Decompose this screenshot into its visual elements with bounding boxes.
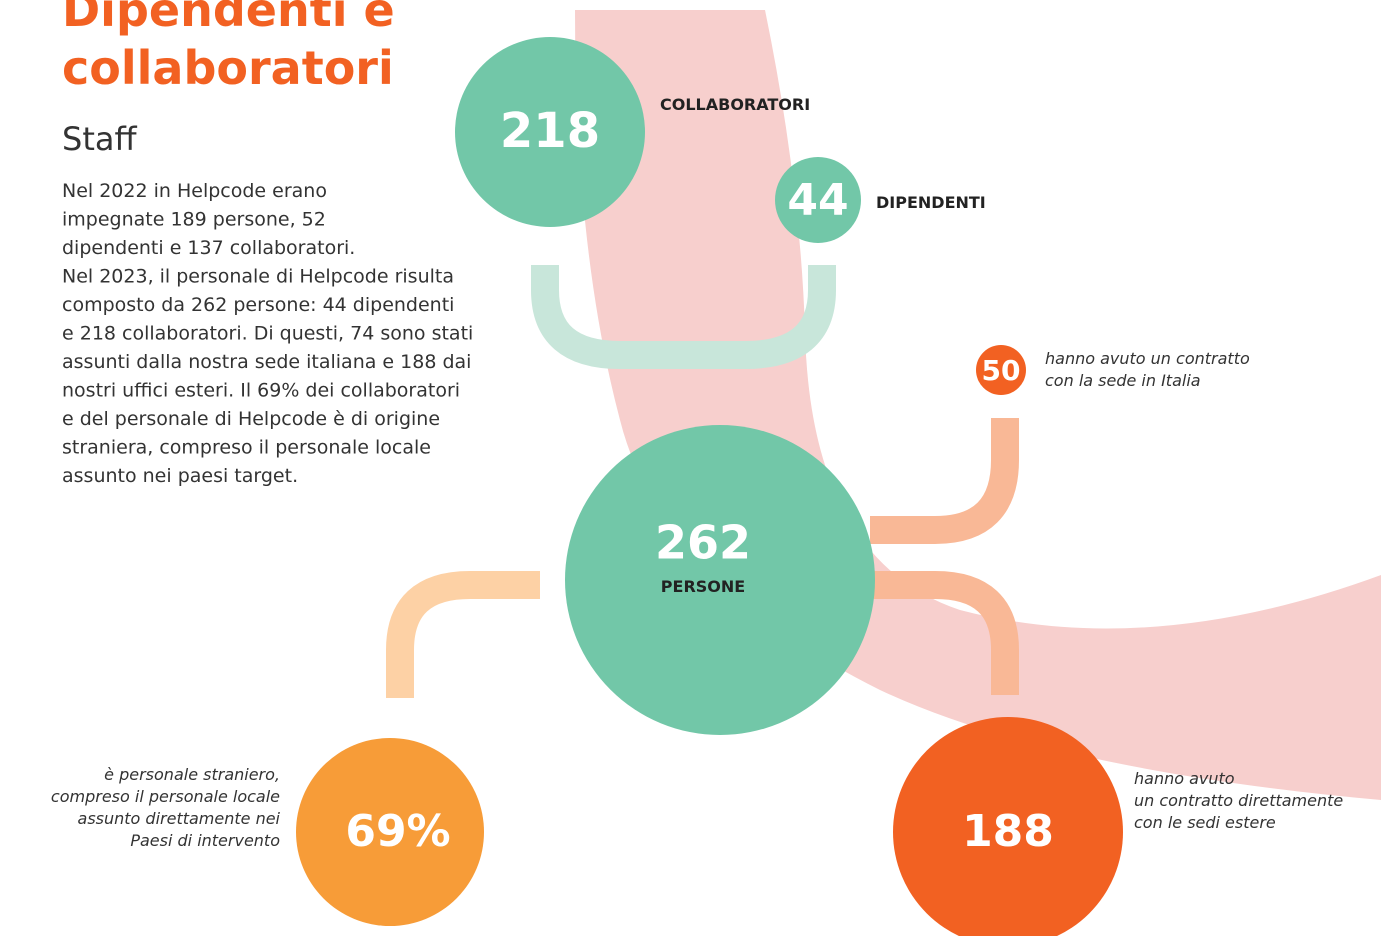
connectors: [386, 265, 1019, 698]
node-number: 218: [500, 103, 600, 159]
node-number: 50: [982, 354, 1021, 387]
paragraph: Nel 2022 in Helpcode erano impegnate 189 …: [62, 180, 473, 487]
connector: [531, 265, 836, 369]
paragraph-line: composto da 262 persone: 44 dipendenti: [62, 294, 454, 316]
node-label: DIPENDENTI: [876, 193, 986, 212]
node-note: è personale straniero,: [104, 765, 280, 784]
paragraph-line: impegnate 189 persone, 52: [62, 209, 326, 231]
paragraph-line: dipendenti e 137 collaboratori.: [62, 237, 355, 259]
node-note: hanno avuto un contratto: [1045, 349, 1250, 368]
node-note: un contratto direttamente: [1134, 791, 1343, 810]
paragraph-line: straniera, compreso il personale locale: [62, 437, 431, 459]
node-note: con le sedi estere: [1134, 813, 1276, 832]
node-note: con la sede in Italia: [1045, 371, 1201, 390]
connector: [870, 418, 1019, 544]
node-note: hanno avuto: [1134, 769, 1235, 788]
subtitle: Staff: [62, 120, 137, 158]
node-circle: [893, 717, 1123, 936]
node-number: 44: [787, 175, 848, 226]
node-circle: [565, 425, 875, 735]
node-label: PERSONE: [661, 577, 745, 596]
title: collaboratori: [62, 41, 394, 95]
paragraph-line: e 218 collaboratori. Di questi, 74 sono …: [62, 323, 473, 345]
node-note: Paesi di intervento: [130, 831, 280, 850]
node-note: compreso il personale locale: [51, 787, 280, 806]
connector: [386, 571, 540, 698]
paragraph-line: assunti dalla nostra sede italiana e 188…: [62, 351, 471, 373]
node-circle: [296, 738, 484, 926]
paragraph-line: Nel 2023, il personale di Helpcode risul…: [62, 266, 454, 288]
paragraph-line: Nel 2022 in Helpcode erano: [62, 180, 327, 202]
connector: [870, 571, 1019, 695]
paragraph-line: assunto nei paesi target.: [62, 465, 298, 487]
title: Dipendenti e: [62, 0, 395, 37]
node-number: 69%: [345, 806, 450, 857]
node-circle: [775, 157, 861, 243]
node-note: assunto direttamente nei: [78, 809, 281, 828]
paragraph-line: nostri uffici esteri. Il 69% dei collabo…: [62, 380, 460, 402]
node-circle: [976, 345, 1026, 395]
paragraph-line: e del personale di Helpcode è di origine: [62, 408, 440, 430]
node-label: COLLABORATORI: [660, 95, 810, 114]
notes: hanno avuto un contratto con la sede in I…: [51, 349, 1343, 850]
node-number: 188: [962, 806, 1054, 857]
node-circle: [455, 37, 645, 227]
node-number: 262: [655, 516, 751, 570]
